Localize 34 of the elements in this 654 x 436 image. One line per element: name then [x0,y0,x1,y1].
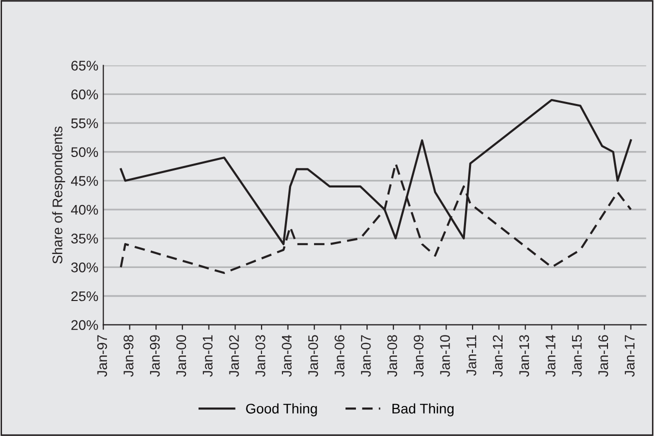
y-tick-label: 45% [70,176,98,186]
legend-label: Good Thing [246,403,317,416]
x-tick-label: Jan-02 [229,335,239,377]
x-tick-label: Jan-09 [414,335,424,377]
x-tick-label: Jan-98 [124,335,134,377]
y-tick-label: 20% [71,320,98,330]
y-tick-label: 30% [71,262,98,272]
x-tick-label: Jan-04 [282,334,292,377]
y-tick-label: 60% [71,90,98,100]
x-tick-label: Jan-97 [97,335,108,377]
x-tick-label: Jan-11 [466,335,476,376]
y-tick-label: 25% [71,291,98,302]
x-tick-label: Jan-07 [360,335,371,377]
y-axis-title: Share of Respondents [52,126,66,264]
y-tick-label: 40% [70,204,98,215]
x-tick-label: Jan-17 [624,335,635,377]
y-tick-label: 50% [71,147,98,158]
x-tick-label: Jan-12 [492,335,503,377]
x-tick-label: Jan-06 [334,335,344,377]
x-tick-label: Jan-00 [176,335,186,377]
x-tick-label: Jan-13 [519,335,530,377]
x-tick-label: Jan-16 [598,335,608,377]
x-tick-label: Jan-01 [202,335,213,377]
y-tick-label: 65% [71,60,98,71]
x-tick-label: Jan-99 [150,335,160,377]
y-tick-label: 35% [71,234,98,244]
legend-label: Bad Thing [392,403,454,416]
x-tick-label: Jan-03 [255,335,266,377]
x-tick-label: Jan-14 [546,334,556,377]
x-tick-label: Jan-05 [308,335,318,377]
x-tick-label: Jan-08 [387,335,398,377]
x-tick-label: Jan-10 [440,335,450,377]
x-tick-label: Jan-15 [572,335,582,377]
y-tick-label: 55% [71,118,98,128]
